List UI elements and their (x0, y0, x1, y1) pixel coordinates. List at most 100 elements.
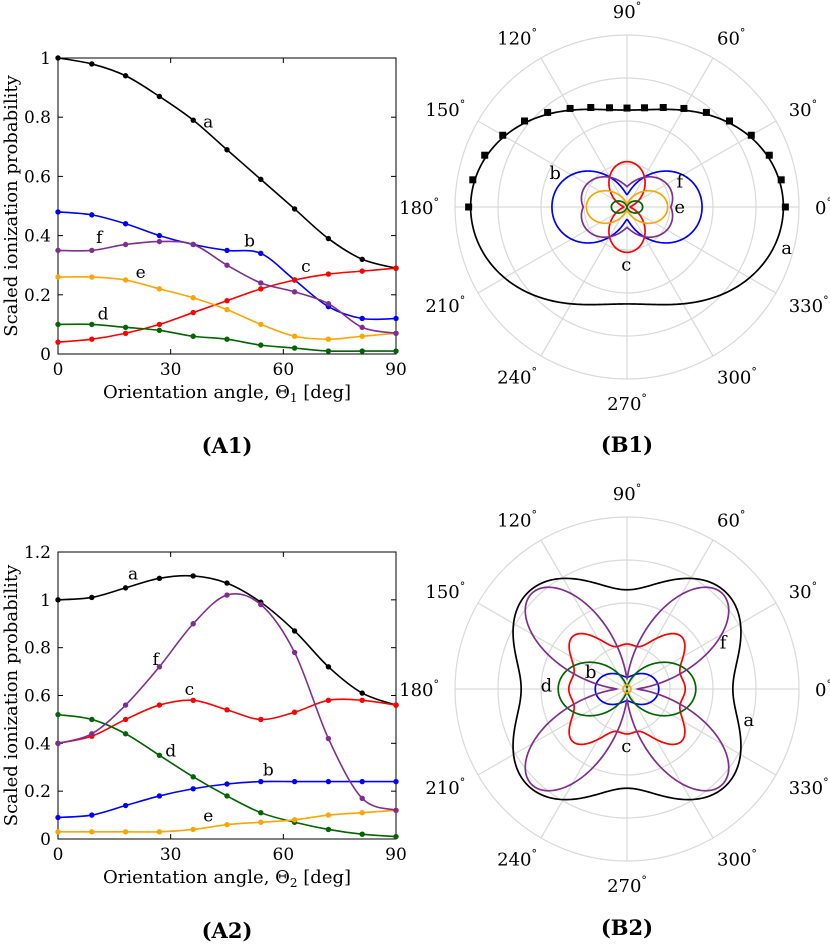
series-e-label: e (674, 197, 685, 218)
series-d-curve (557, 661, 697, 717)
panel-caption: (A2) (202, 918, 253, 943)
series-d-point (325, 826, 332, 833)
series-d-point (224, 793, 230, 799)
series-b-point (122, 802, 129, 809)
series-d-point (190, 774, 196, 780)
series-e-point (190, 826, 196, 833)
polar-grid-spoke (626, 206, 777, 294)
series-c-point (393, 702, 399, 708)
angle-tick-label: 270° (607, 874, 647, 897)
series-a-marker (623, 104, 631, 112)
series-c-point (258, 716, 264, 723)
series-d-point (89, 716, 95, 723)
series-d-point (55, 321, 61, 328)
chart-b2: 0° 30° 60° 90° 120° 150° 180° 210° 240° 270° 300° 3… (399, 482, 830, 940)
series-a-point (156, 93, 163, 100)
series-a-label: a (128, 565, 138, 585)
series-d-point (258, 342, 264, 348)
angle-tick-label: 330° (789, 294, 829, 317)
series-a-label: a (743, 710, 754, 731)
series-a-marker (499, 131, 507, 139)
angle-tick-label: 120° (497, 508, 537, 531)
series-d-point (122, 324, 129, 331)
series-c-label: c (301, 257, 311, 277)
series-f-point (224, 262, 230, 268)
series-f-point (156, 238, 163, 245)
series-f-point (393, 330, 399, 336)
y-tick-label: 0.8 (24, 108, 51, 128)
polar-grid-spoke (540, 539, 628, 690)
polar-grid-spoke (626, 57, 714, 208)
angle-tick-label: 240° (497, 366, 537, 389)
series-b-point (55, 814, 61, 821)
series-a-point (359, 690, 365, 696)
polar-grid-spoke (626, 688, 714, 839)
series-f-point (258, 280, 264, 286)
series-c-point (325, 271, 332, 277)
series-a-label: a (203, 112, 213, 132)
series-e-point (55, 274, 61, 280)
series-a-point (55, 55, 61, 61)
chart-b1: 0° 30° 60° 90° 120° 150° 180° 210° 240° 270° 300° 3… (399, 0, 830, 457)
series-f-point (393, 807, 399, 813)
series-a-point (325, 235, 332, 242)
series-e-label: e (203, 806, 213, 826)
angle-tick-label: 210° (425, 294, 465, 317)
series-f-curve (580, 175, 674, 239)
series-b-point (393, 315, 399, 322)
y-tick-label: 1 (40, 49, 51, 69)
series-e-point (291, 817, 298, 823)
y-tick-label: 0.4 (24, 734, 51, 754)
series-a-marker (659, 103, 667, 111)
series-e-point (122, 277, 129, 283)
series-e-label: e (136, 263, 146, 283)
series-d-point (224, 336, 230, 342)
angle-tick-label: 150° (425, 98, 465, 121)
series-a-point (325, 664, 332, 670)
series-e-point (156, 829, 163, 835)
y-tick-label: 0.2 (24, 782, 51, 802)
series-c-point (55, 339, 61, 345)
series-a-marker (465, 203, 473, 211)
polar-grid-spoke (477, 602, 628, 690)
series-f-line (57, 593, 397, 812)
series-b-point (393, 778, 399, 785)
series-b-point (291, 778, 298, 785)
series-f-line (57, 240, 397, 335)
x-tick-label: 90 (385, 845, 407, 865)
y-tick-label: 1.2 (24, 543, 51, 563)
polar-grid-spoke (477, 206, 628, 294)
series-b-point (156, 232, 163, 239)
series-c-point (89, 336, 95, 342)
series-d-point (325, 348, 332, 354)
series-a-point (122, 73, 129, 79)
series-a-point (359, 256, 365, 262)
series-a-point (258, 176, 264, 183)
series-a-point (224, 147, 230, 153)
polar-grid-spoke (477, 688, 628, 776)
series-a-marker (765, 151, 773, 159)
series-d-point (55, 711, 61, 718)
series-f-point (156, 664, 163, 670)
y-tick-label: 0.2 (24, 286, 51, 306)
series-a-point (122, 585, 129, 591)
series-a-marker (606, 104, 614, 112)
angle-tick-label: 90° (613, 482, 641, 505)
y-tick-label: 0.4 (24, 227, 51, 247)
angle-tick-label: 150° (425, 580, 465, 603)
series-b-point (156, 793, 163, 799)
series-e-line (58, 809, 397, 833)
series-a-label: a (781, 238, 792, 259)
polar-grid-spoke (626, 602, 777, 690)
y-axis-title: Scaled ionization probability (1, 74, 22, 336)
series-e-point (291, 333, 298, 339)
series-d-label: d (98, 304, 109, 324)
series-d-point (89, 321, 95, 328)
series-a-point (89, 61, 95, 67)
y-axis-title: Scaled ionization probability (1, 564, 22, 826)
series-f-point (55, 740, 61, 747)
series-d-point (393, 833, 399, 840)
series-e-curve (622, 684, 632, 694)
x-tick-label: 0 (53, 360, 64, 380)
series-f-point (359, 324, 365, 331)
